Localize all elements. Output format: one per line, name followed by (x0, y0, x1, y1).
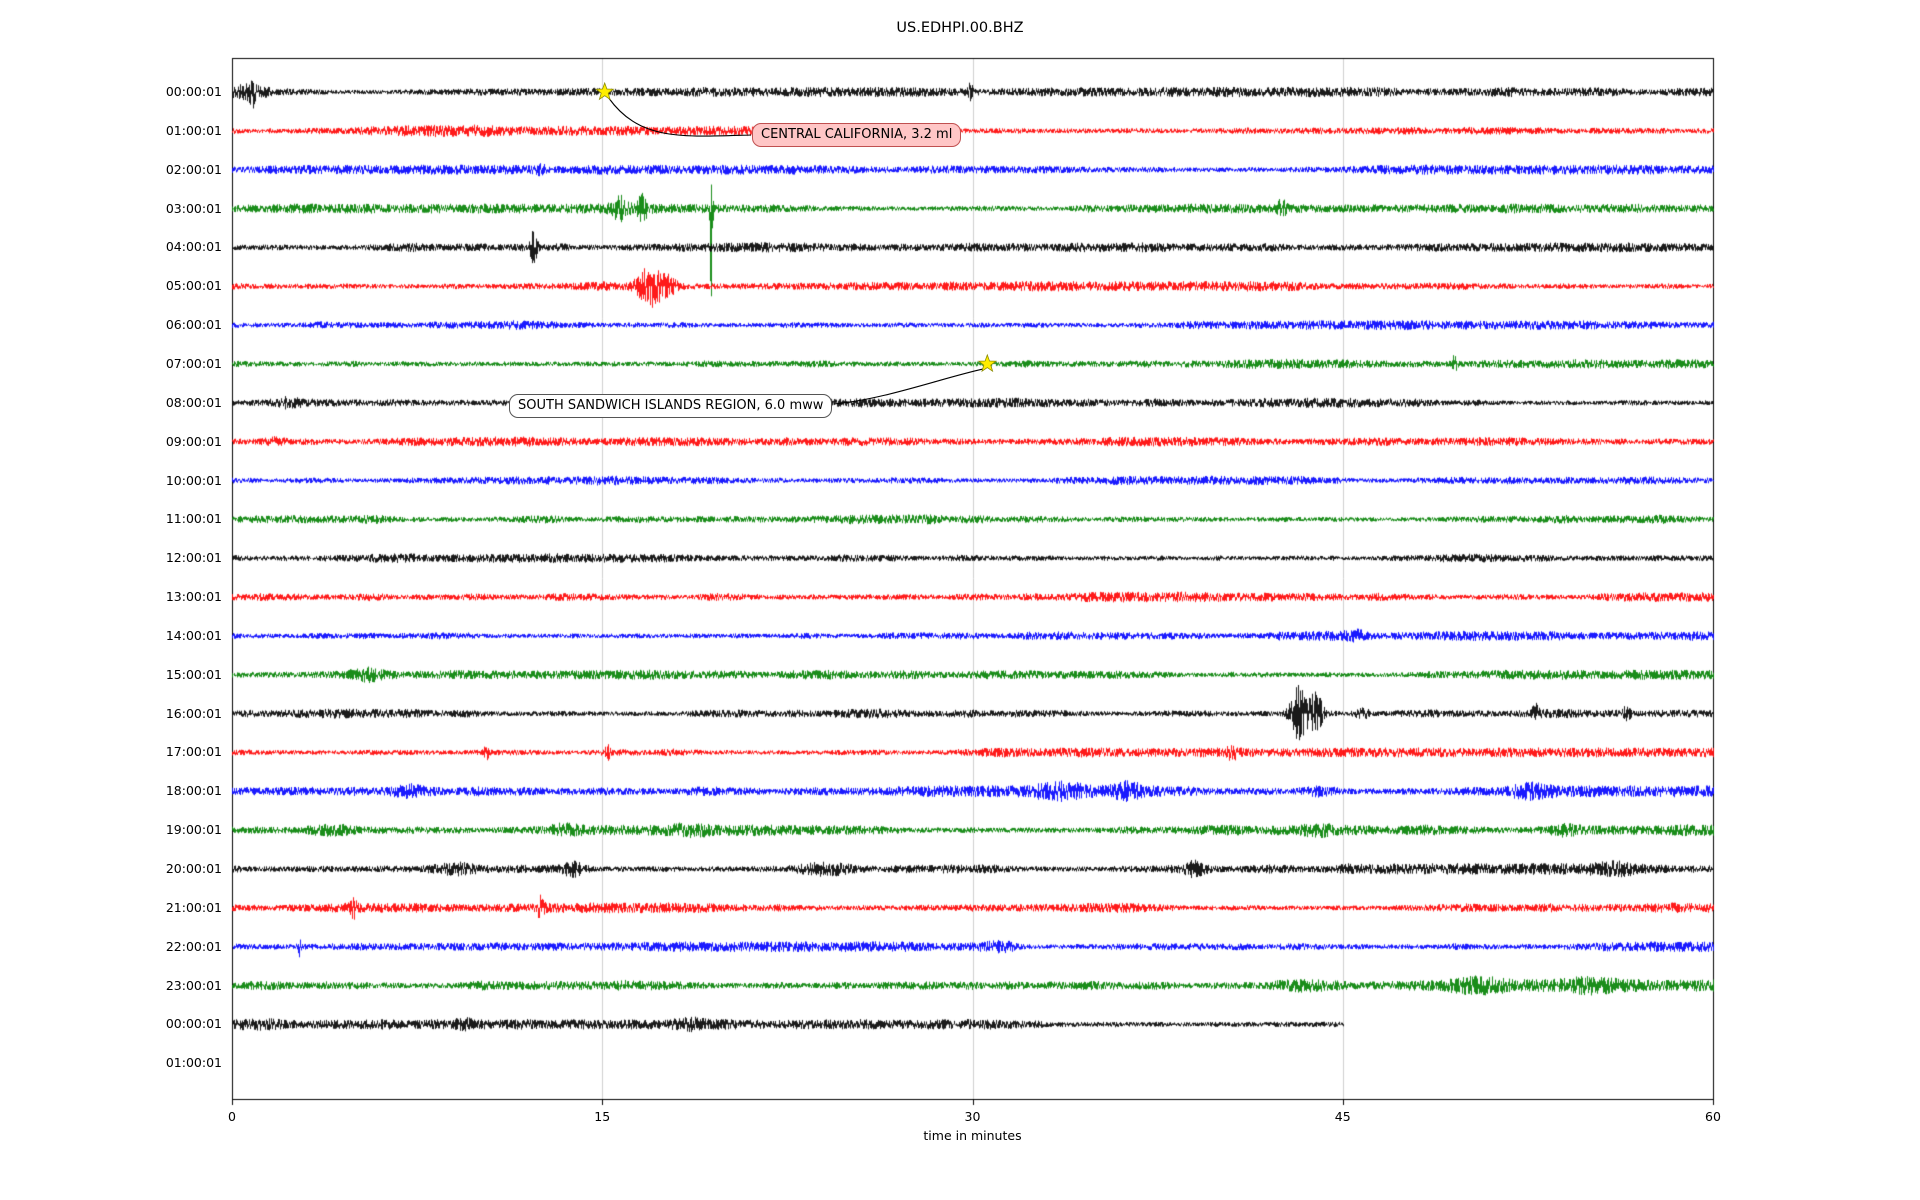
x-tick-label: 60 (1705, 1109, 1721, 1124)
y-tick-label: 21:00:01 (165, 899, 222, 915)
x-tick-label: 15 (594, 1109, 611, 1124)
y-tick-label: 03:00:01 (165, 200, 222, 216)
y-tick-label: 22:00:01 (165, 938, 222, 954)
y-tick-label: 00:00:01 (165, 84, 222, 99)
y-tick-label: 01:00:01 (165, 1055, 222, 1071)
y-tick-label: 08:00:01 (165, 394, 222, 410)
y-tick-label: 11:00:01 (165, 511, 222, 527)
y-tick-label: 09:00:01 (165, 433, 222, 449)
x-tick-label: 0 (228, 1109, 236, 1124)
y-tick-label: 05:00:01 (165, 278, 222, 294)
y-tick-label: 10:00:01 (165, 472, 222, 488)
y-tick-label: 20:00:01 (165, 861, 222, 876)
y-tick-label: 00:00:01 (165, 1016, 222, 1032)
y-tick-label: 19:00:01 (165, 822, 222, 838)
y-tick-label: 04:00:01 (165, 239, 222, 255)
y-tick-label: 16:00:01 (165, 705, 222, 721)
x-axis-title: time in minutes (923, 1128, 1022, 1143)
y-tick-label: 17:00:01 (165, 744, 222, 760)
event-label-south-sandwich-islands: SOUTH SANDWICH ISLANDS REGION, 6.0 mww (509, 394, 833, 418)
y-tick-label: 15:00:01 (165, 666, 222, 682)
y-tick-label: 02:00:01 (165, 161, 222, 177)
y-tick-label: 23:00:01 (165, 977, 222, 993)
y-tick-label: 12:00:01 (165, 550, 222, 566)
x-tick-label: 45 (1334, 1109, 1351, 1124)
y-tick-label: 13:00:01 (165, 589, 222, 605)
y-tick-label: 06:00:01 (165, 317, 222, 333)
y-tick-label: 07:00:01 (165, 355, 222, 371)
y-tick-label: 14:00:01 (165, 627, 222, 643)
y-tick-label: 18:00:01 (165, 783, 222, 799)
x-tick-label: 30 (964, 1109, 981, 1124)
y-tick-label: 01:00:01 (165, 122, 222, 138)
figure-title: US.EDHPI.00.BHZ (896, 20, 1024, 36)
event-label-central-california: CENTRAL CALIFORNIA, 3.2 ml (752, 123, 962, 147)
